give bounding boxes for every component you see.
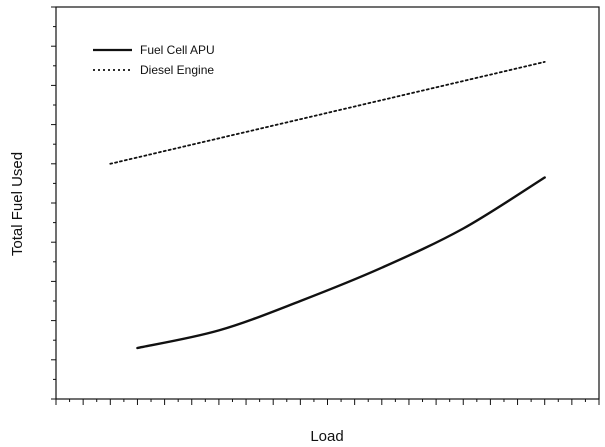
x-axis-label: Load xyxy=(310,428,343,445)
series-line-fuel-cell-apu xyxy=(136,176,546,350)
legend-label-fuel-cell-apu: Fuel Cell APU xyxy=(140,43,215,57)
legend-label-diesel-engine: Diesel Engine xyxy=(140,63,214,77)
series-layer xyxy=(109,61,546,350)
axis-ticks xyxy=(51,6,600,405)
y-axis-label: Total Fuel Used xyxy=(9,152,26,256)
series-line-diesel-engine xyxy=(109,61,546,165)
plot-frame xyxy=(55,6,600,400)
legend: Fuel Cell APU Diesel Engine xyxy=(93,43,215,77)
